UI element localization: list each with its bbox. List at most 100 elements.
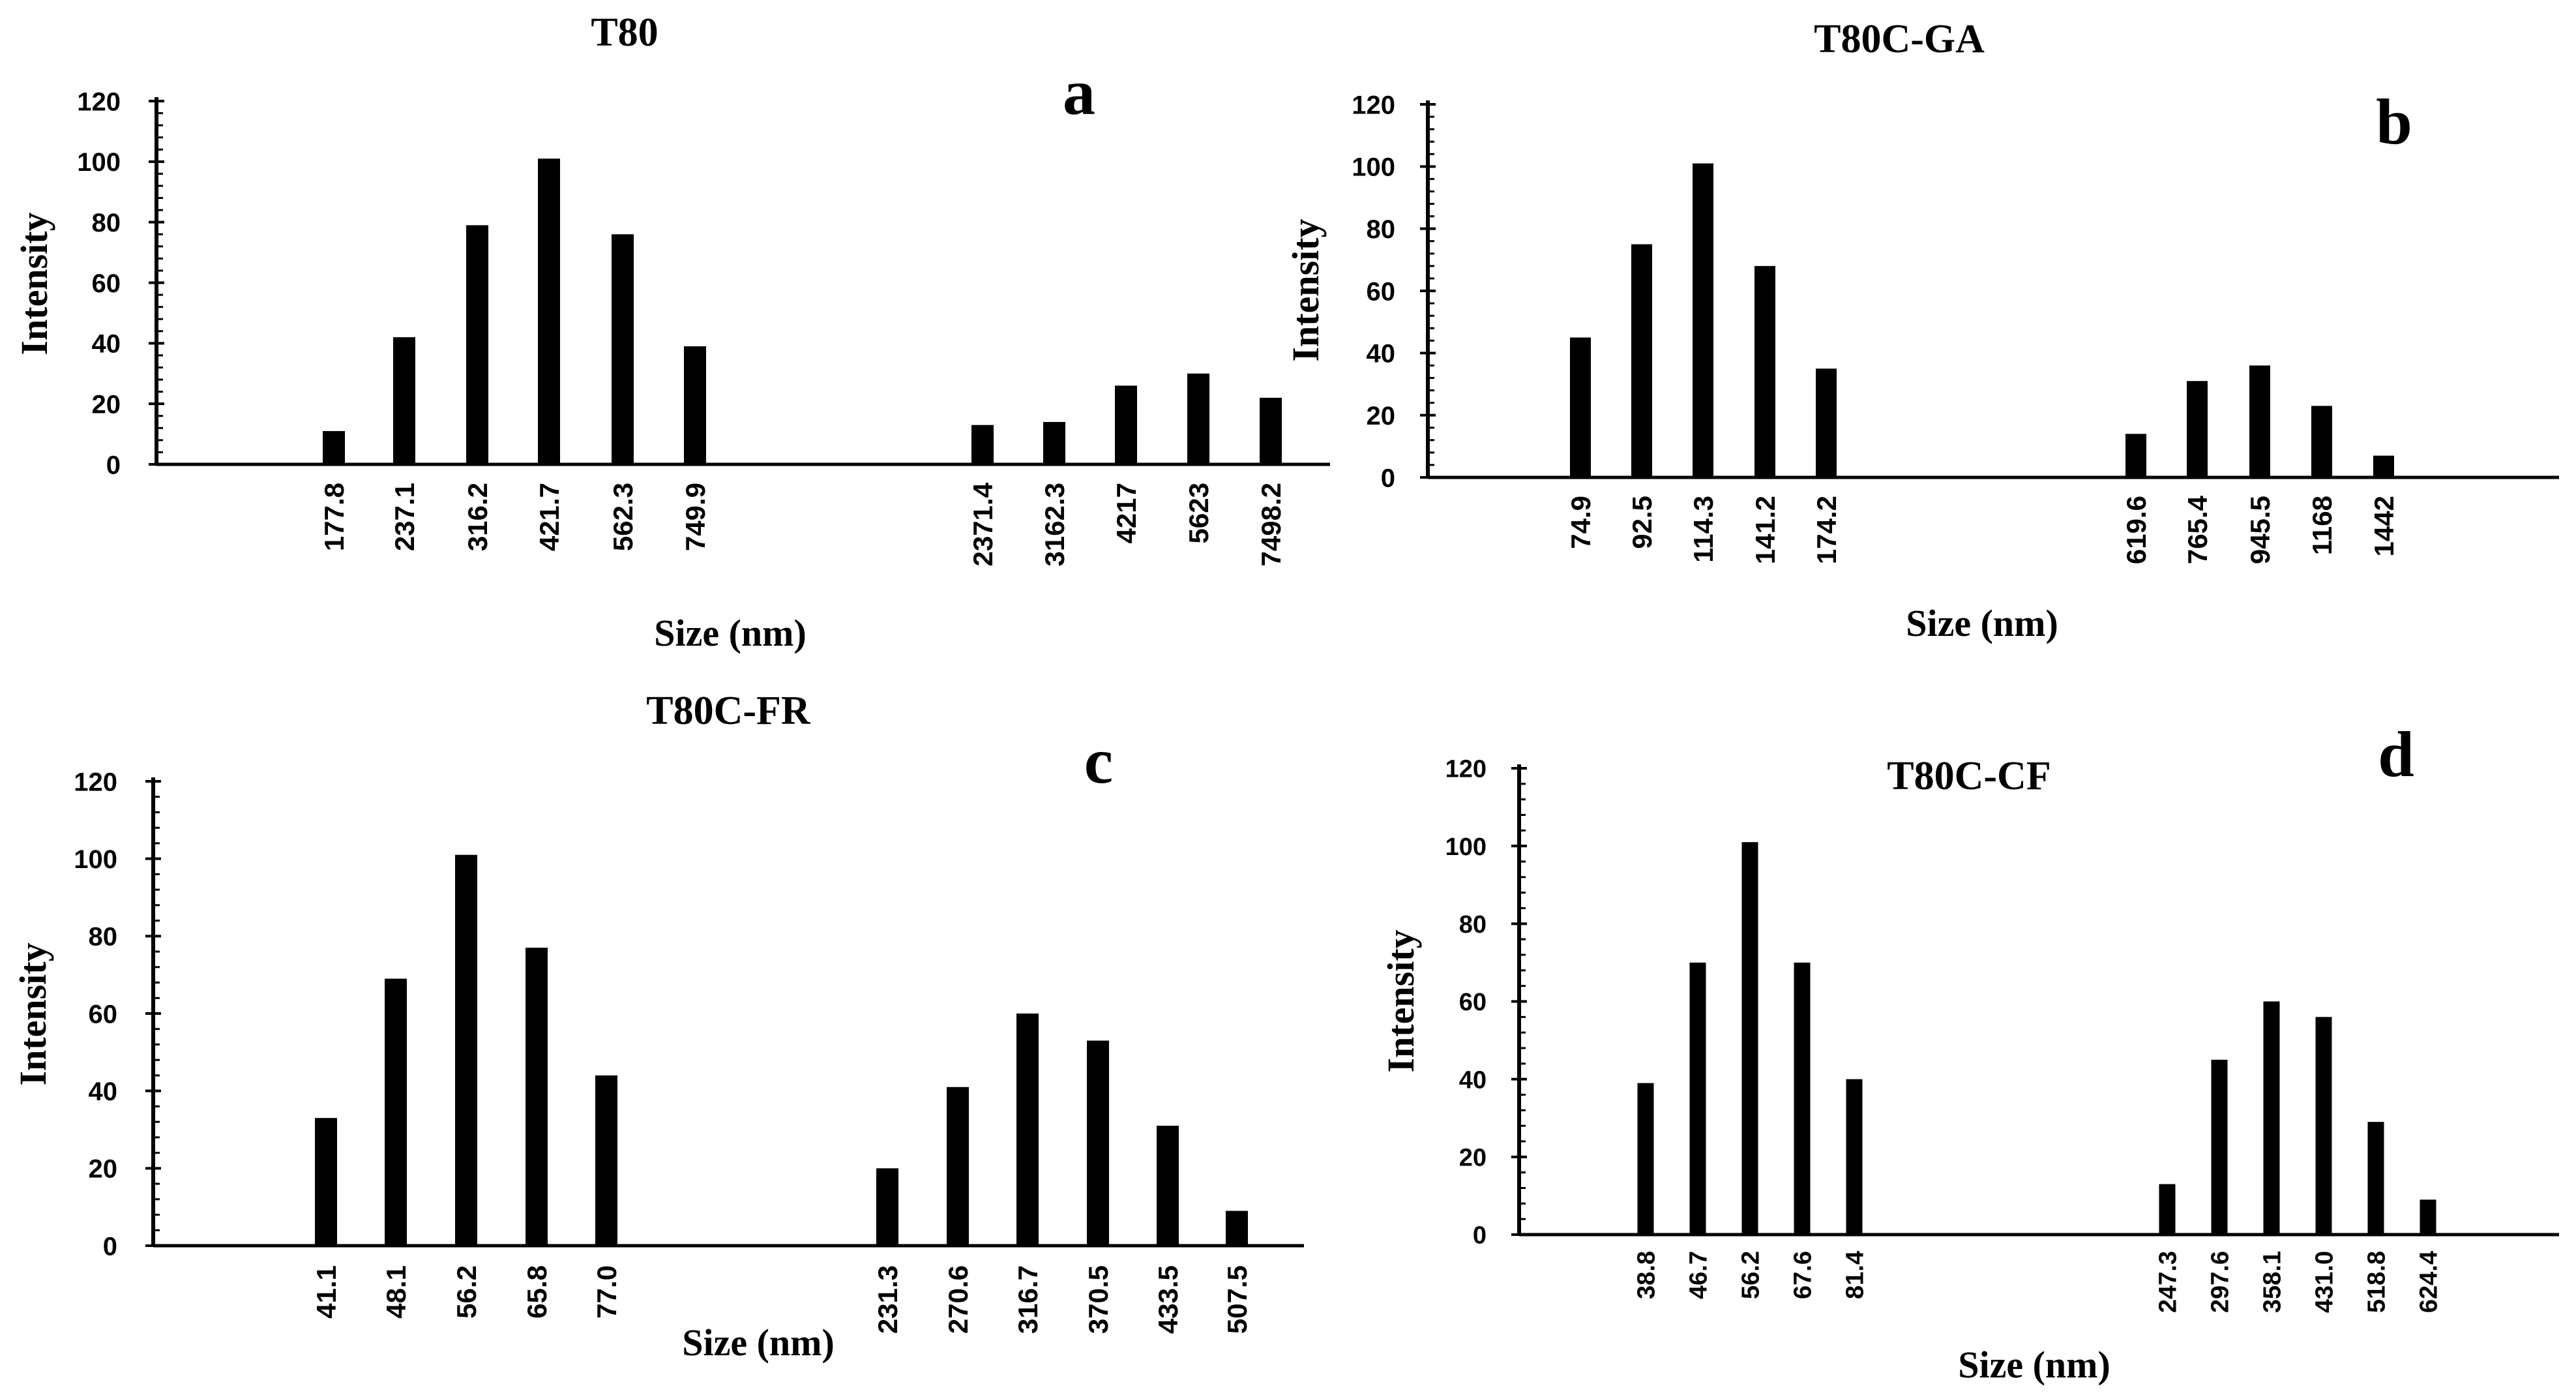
x-tick-label: 56.2 <box>1738 1251 1765 1299</box>
panel-letter: c <box>1084 725 1113 797</box>
bar <box>1689 962 1706 1235</box>
x-tick-label: 1442 <box>2369 496 2399 556</box>
chart-panel-c: 0 20 40 60 80 100 120 41.1 48.1 56.2 65.8 77.0 231.3… <box>12 689 1304 1364</box>
x-axis-label: Size (nm) <box>654 612 807 654</box>
y-tick-label: 100 <box>74 845 117 874</box>
y-tick-label: 20 <box>1367 402 1396 430</box>
x-tick-label: 270.6 <box>943 1265 973 1334</box>
y-tick-label: 60 <box>1367 277 1396 306</box>
y-tick-label: 120 <box>74 768 117 796</box>
chart-title: T80 <box>591 10 658 55</box>
y-tick-label: 60 <box>1459 989 1487 1016</box>
y-tick-label: 100 <box>1445 834 1487 861</box>
panel-letter: b <box>2376 85 2412 158</box>
x-axis-label: Size (nm) <box>682 1321 835 1364</box>
x-tick-label: 562.3 <box>608 483 638 551</box>
bar <box>1693 163 1713 478</box>
bar <box>2367 1122 2384 1235</box>
x-tick-label: 765.4 <box>2182 495 2213 564</box>
y-tick-label: 40 <box>1367 340 1396 368</box>
y-tick-label: 20 <box>89 1155 118 1184</box>
bar <box>1043 422 1065 464</box>
bar <box>971 425 994 464</box>
chart-title: T80C-CF <box>1887 754 2050 798</box>
x-tick-label: 92.5 <box>1627 496 1657 549</box>
y-tick-label: 80 <box>1367 215 1396 244</box>
x-tick-label: 316.7 <box>1013 1265 1043 1334</box>
x-tick-label: 1168 <box>2307 496 2337 555</box>
y-tick-label: 80 <box>89 923 118 952</box>
x-tick-label: 38.8 <box>1633 1251 1661 1299</box>
bar <box>1631 244 1652 477</box>
bar <box>1016 1014 1039 1246</box>
y-tick-label: 80 <box>92 209 121 237</box>
bar <box>1157 1126 1179 1246</box>
bar <box>1260 397 1282 464</box>
y-tick-label: 0 <box>106 451 121 479</box>
x-tick-label: 370.5 <box>1083 1265 1114 1334</box>
x-tick-label: 749.9 <box>680 483 711 551</box>
x-tick-label: 619.6 <box>2121 496 2152 564</box>
chart-title: T80C-GA <box>1814 17 1985 61</box>
x-tick-label: 507.5 <box>1222 1265 1252 1334</box>
x-tick-label: 141.2 <box>1750 496 1781 564</box>
bar <box>684 346 706 464</box>
chart-panel-b: 0 20 40 60 80 100 120 74.9 92.5 114.3 141.2 174.2 61… <box>1284 17 2559 644</box>
chart-title: T80C-FR <box>646 689 811 733</box>
x-tick-label: 237.1 <box>389 483 420 551</box>
y-axis-label: Intensity <box>13 212 55 355</box>
y-axis-label: Intensity <box>1284 218 1327 361</box>
bar <box>1637 1083 1654 1235</box>
bar <box>393 337 415 464</box>
bar <box>2311 406 2332 477</box>
x-tick-label: 81.4 <box>1842 1251 1869 1299</box>
bar <box>1087 1040 1109 1246</box>
x-tick-label: 65.8 <box>522 1265 552 1319</box>
bar <box>1226 1210 1248 1246</box>
x-tick-label: 247.3 <box>2155 1251 2182 1313</box>
x-tick-label: 231.3 <box>872 1265 903 1334</box>
x-tick-label: 46.7 <box>1685 1251 1713 1299</box>
x-tick-label: 945.5 <box>2245 496 2275 564</box>
chart-panel-d: 0 20 40 60 80 100 120 38.8 46.7 56.2 67.6 81.4 247.3… <box>1380 718 2559 1386</box>
x-tick-label: 421.7 <box>534 483 565 551</box>
x-tick-label: 431.0 <box>2311 1251 2339 1313</box>
bar <box>1816 368 1837 477</box>
bar <box>1846 1079 1863 1235</box>
x-tick-label: 41.1 <box>311 1265 342 1319</box>
x-tick-label: 316.2 <box>462 483 493 551</box>
x-tick-label: 3162.3 <box>1039 483 1070 566</box>
bar <box>2249 365 2270 477</box>
x-tick-label: 48.1 <box>381 1265 411 1319</box>
bar <box>2420 1199 2436 1235</box>
bar <box>595 1075 617 1246</box>
x-tick-label: 2371.4 <box>968 482 998 566</box>
x-tick-label: 4217 <box>1111 483 1142 543</box>
bar <box>1794 962 1811 1235</box>
x-axis-label: Size (nm) <box>1958 1344 2110 1386</box>
bar <box>466 225 488 464</box>
x-tick-label: 74.9 <box>1565 496 1596 549</box>
bar <box>2315 1017 2332 1235</box>
x-tick-label: 624.4 <box>2416 1251 2443 1313</box>
x-tick-label: 56.2 <box>451 1265 482 1319</box>
y-tick-label: 60 <box>92 269 121 298</box>
bar <box>1754 265 1775 477</box>
panel-letter: d <box>2378 718 2414 790</box>
panel-letter: a <box>1063 56 1095 128</box>
y-tick-label: 120 <box>77 87 121 116</box>
y-tick-label: 120 <box>1352 91 1395 119</box>
y-axis-label: Intensity <box>12 942 54 1085</box>
x-tick-label: 67.6 <box>1790 1251 1817 1299</box>
x-tick-label: 114.3 <box>1688 496 1719 563</box>
x-tick-label: 174.2 <box>1811 496 1842 564</box>
y-axis-label: Intensity <box>1380 929 1422 1072</box>
bar <box>2187 381 2208 477</box>
x-tick-label: 7498.2 <box>1256 483 1286 566</box>
y-tick-label: 120 <box>1445 756 1487 783</box>
y-tick-label: 0 <box>1473 1222 1487 1250</box>
y-tick-label: 0 <box>103 1232 117 1261</box>
y-tick-label: 0 <box>1381 464 1395 492</box>
y-tick-label: 20 <box>1459 1145 1487 1172</box>
